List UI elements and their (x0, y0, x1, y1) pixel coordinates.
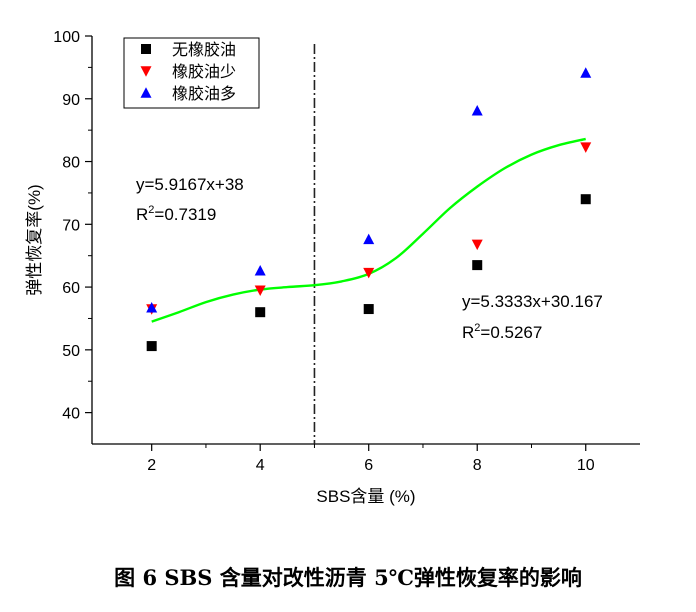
data-point-square (472, 260, 483, 271)
x-tick-label: 6 (364, 457, 373, 474)
legend-marker (140, 66, 152, 77)
data-point-triangle-up (580, 67, 592, 78)
r2-value: =0.5267 (480, 323, 542, 342)
legend-label: 橡胶油多 (172, 85, 236, 103)
y-tick-label: 50 (62, 343, 80, 360)
y-tick-label: 80 (62, 155, 80, 172)
annotation-equation-1: y=5.9167x+38 (136, 175, 244, 194)
annotation-r2-1: R2=0.7319 (136, 204, 216, 224)
legend-label: 无橡胶油 (172, 41, 236, 59)
y-axis-label: 弹性恢复率(%) (25, 184, 44, 295)
r2-superscript: 2 (474, 322, 480, 334)
y-tick-label: 60 (62, 280, 80, 297)
y-axis-ticks: 40 50 60 70 80 90 100 (53, 29, 92, 423)
annotation-equation-2: y=5.3333x+30.167 (462, 292, 603, 311)
x-tick-label: 10 (577, 457, 595, 474)
r2-symbol: R (462, 323, 474, 342)
y-tick-label: 90 (62, 92, 80, 109)
annotation-r2-2: R2=0.5267 (462, 322, 542, 342)
x-axis-ticks: 2 4 6 8 10 (147, 444, 595, 474)
legend-label: 橡胶油少 (172, 63, 236, 81)
data-points (146, 67, 592, 352)
data-point-triangle-up (146, 302, 158, 313)
y-tick-label: 40 (62, 406, 80, 423)
data-point-square (146, 341, 157, 352)
x-tick-label: 4 (256, 457, 265, 474)
legend-marker (140, 87, 152, 98)
legend-marker (141, 44, 151, 54)
data-point-triangle-down (471, 239, 483, 251)
data-point-triangle-up (254, 265, 266, 276)
y-tick-label: 70 (62, 217, 80, 234)
x-axis-label: SBS含量 (%) (316, 487, 415, 506)
data-point-triangle-down (363, 267, 375, 279)
data-point-square (255, 307, 266, 318)
data-point-triangle-up (363, 233, 375, 245)
data-point-square (363, 304, 374, 315)
x-tick-label: 8 (473, 457, 482, 474)
data-point-square (580, 194, 591, 205)
y-tick-label: 100 (53, 29, 80, 46)
r2-symbol: R (136, 205, 148, 224)
r2-value: =0.7319 (154, 205, 216, 224)
data-point-triangle-up (471, 104, 483, 116)
plot-frame (91, 36, 640, 445)
data-point-triangle-down (580, 142, 592, 153)
r2-superscript: 2 (148, 204, 154, 216)
figure-caption: 图 6 SBS 含量对改性沥青 5℃弹性恢复率的影响 (114, 565, 582, 590)
x-tick-label: 2 (147, 457, 156, 474)
data-point-triangle-down (254, 285, 266, 296)
